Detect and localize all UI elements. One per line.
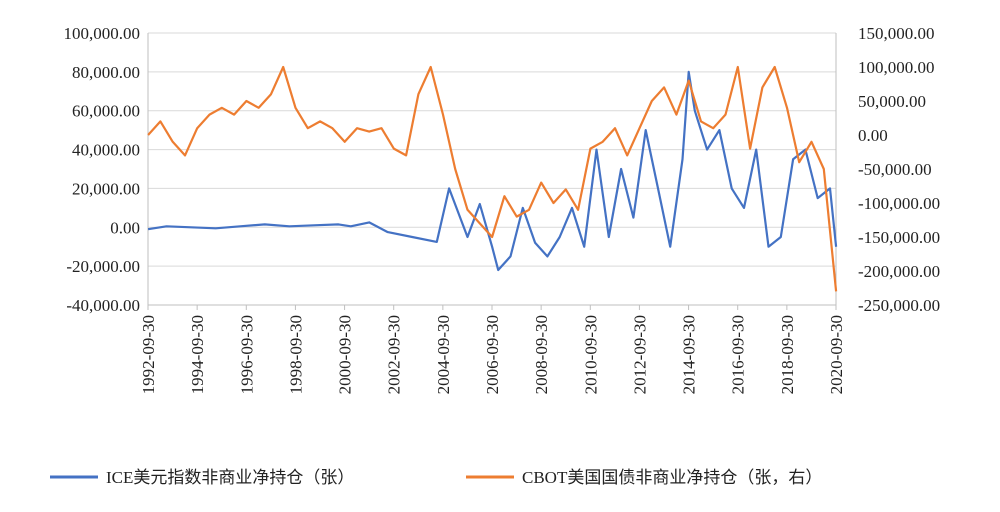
x-tick-label: 2010-09-30 <box>581 315 600 394</box>
x-tick-label: 2020-09-30 <box>827 315 846 394</box>
series-line <box>147 70 838 272</box>
left-tick-label: 100,000.00 <box>64 24 141 43</box>
x-axis-ticks: 1992-09-30 1994-09-30 1996-09-30 1998-09-30… <box>139 305 846 394</box>
series-lines <box>147 65 838 292</box>
x-tick-label: 2016-09-30 <box>729 315 748 394</box>
x-tick-label: 2006-09-30 <box>483 315 502 394</box>
x-tick-label: 1994-09-30 <box>188 315 207 394</box>
x-tick-label: 2018-09-30 <box>778 315 797 394</box>
x-tick-label: 2000-09-30 <box>336 315 355 394</box>
left-axis-ticks: 100,000.00 80,000.00 60,000.00 40,000.00 20,… <box>64 24 141 315</box>
legend-label: ICE美元指数非商业净持仓（张） <box>106 468 354 487</box>
axes <box>147 33 837 306</box>
left-tick-label: 40,000.00 <box>72 141 140 160</box>
x-tick-label: 2008-09-30 <box>532 315 551 394</box>
right-tick-label: 150,000.00 <box>858 24 935 43</box>
left-tick-label: 20,000.00 <box>72 179 140 198</box>
x-tick-label: 1996-09-30 <box>237 315 256 394</box>
right-tick-label: -250,000.00 <box>858 296 940 315</box>
right-axis-ticks: 150,000.00 100,000.00 50,000.00 0.00 -50,000… <box>858 24 940 315</box>
gridlines <box>148 32 836 306</box>
x-tick-label: 1992-09-30 <box>139 315 158 394</box>
legend-label: CBOT美国国债非商业净持仓（张，右） <box>522 468 822 487</box>
x-tick-label: 2012-09-30 <box>630 315 649 394</box>
series-line <box>147 65 838 292</box>
left-tick-label: 80,000.00 <box>72 63 140 82</box>
x-tick-label: 2002-09-30 <box>385 315 404 394</box>
right-tick-label: 0.00 <box>858 126 888 145</box>
x-tick-label: 2004-09-30 <box>434 315 453 394</box>
left-tick-label: 60,000.00 <box>72 102 140 121</box>
left-tick-label: -40,000.00 <box>66 296 140 315</box>
right-tick-label: -100,000.00 <box>858 194 940 213</box>
left-tick-label: -20,000.00 <box>66 257 140 276</box>
x-tick-label: 1998-09-30 <box>286 315 305 394</box>
right-tick-label: -200,000.00 <box>858 262 940 281</box>
right-tick-label: -150,000.00 <box>858 228 940 247</box>
legend: ICE美元指数非商业净持仓（张） CBOT美国国债非商业净持仓（张，右） <box>50 468 822 487</box>
right-tick-label: 50,000.00 <box>858 92 926 111</box>
x-tick-label: 2014-09-30 <box>680 315 699 394</box>
right-tick-label: 100,000.00 <box>858 58 935 77</box>
left-tick-label: 0.00 <box>110 218 140 237</box>
right-tick-label: -50,000.00 <box>858 160 932 179</box>
